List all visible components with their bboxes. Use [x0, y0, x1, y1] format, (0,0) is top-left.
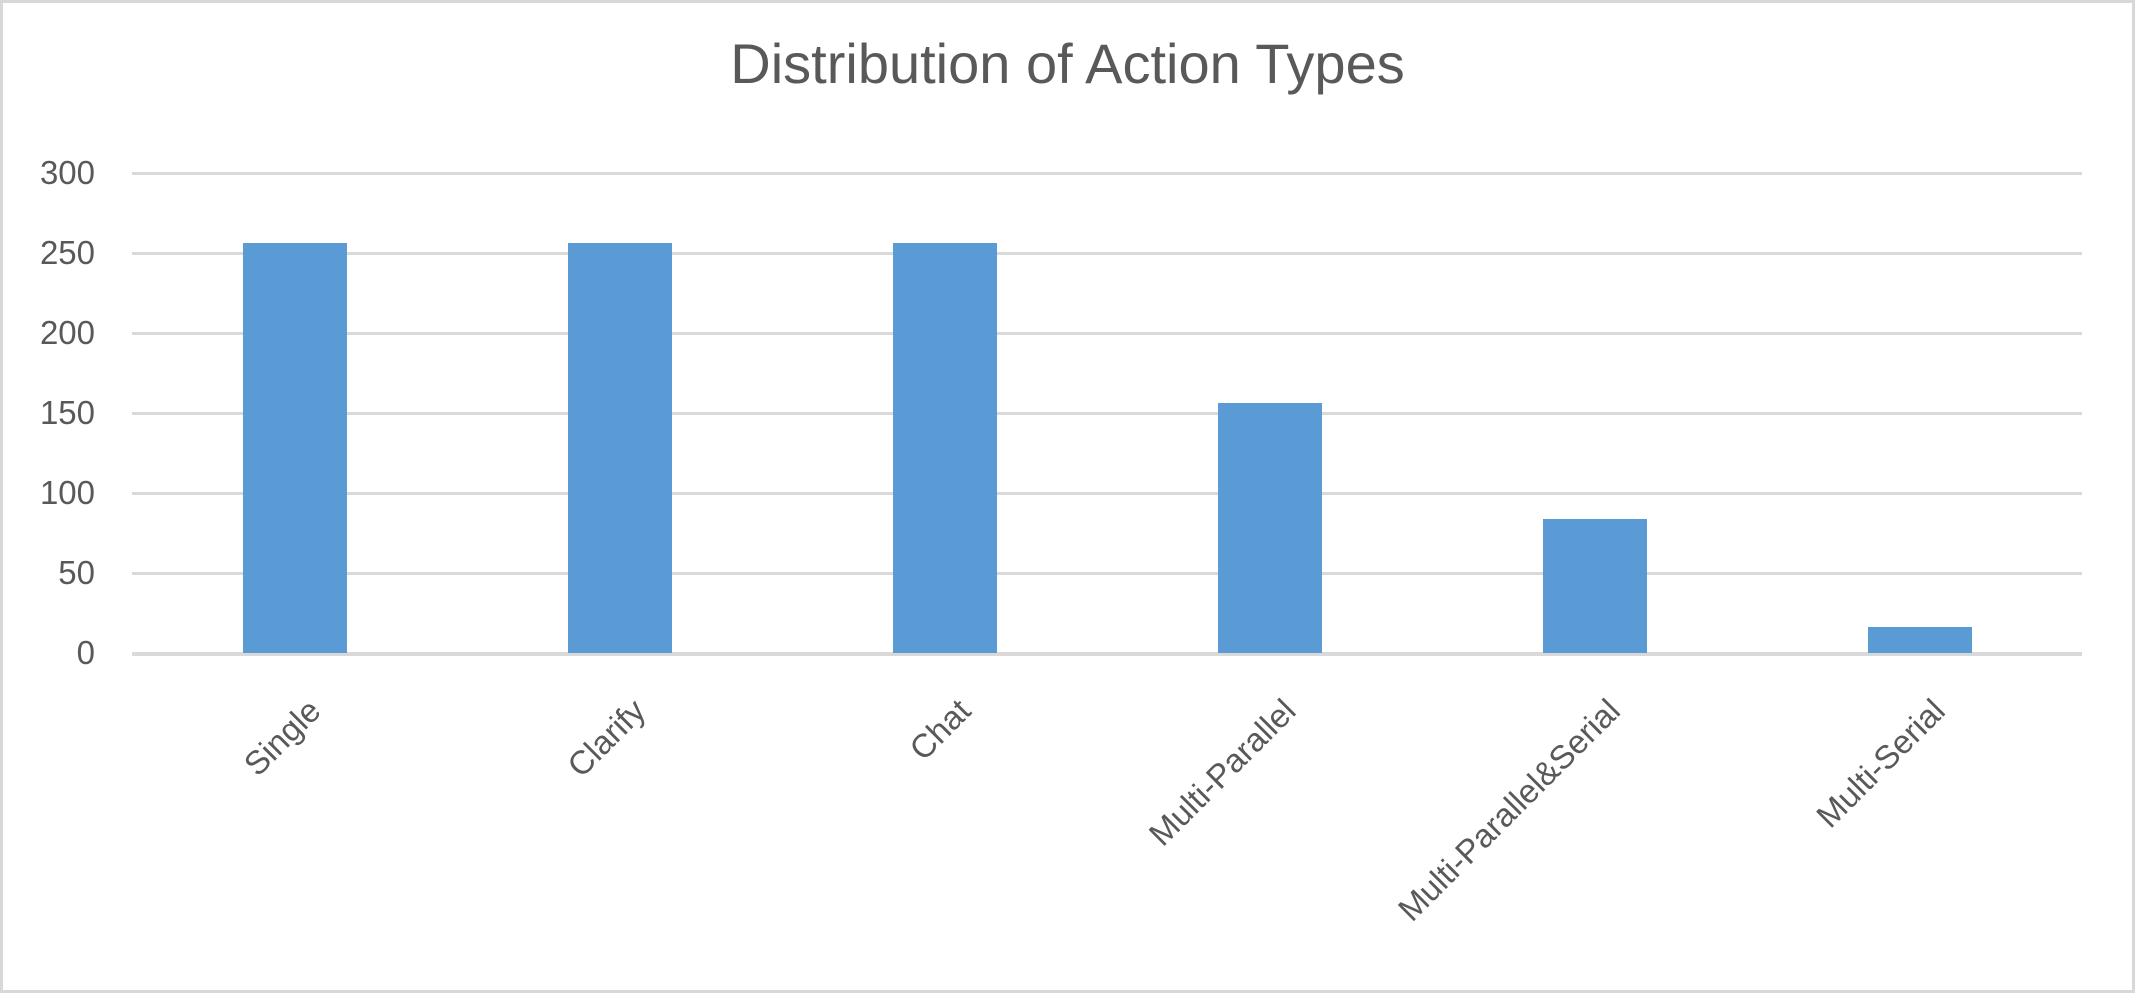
bar-single — [242, 243, 347, 653]
x-axis-label-multi-parallel-serial: Multi-Parallel&Serial — [1391, 691, 1628, 928]
y-axis-tick-100: 100 — [39, 474, 95, 511]
gridline-100 — [132, 492, 2082, 495]
bar-multi-serial — [1867, 627, 1972, 653]
y-axis-tick-0: 0 — [76, 634, 95, 671]
x-axis-label-single: Single — [236, 691, 328, 783]
gridline-150 — [132, 412, 2082, 415]
gridline-300 — [132, 172, 2082, 175]
y-axis-tick-50: 50 — [58, 554, 95, 591]
bar-clarify — [567, 243, 672, 653]
gridline-250 — [132, 252, 2082, 255]
bar-multi-parallel — [1217, 403, 1322, 653]
x-axis-label-chat: Chat — [901, 691, 978, 768]
y-axis-tick-200: 200 — [39, 314, 95, 351]
y-axis-tick-250: 250 — [39, 234, 95, 271]
chart-title: Distribution of Action Types — [730, 32, 1405, 95]
gridline-200 — [132, 332, 2082, 335]
bar-chat — [892, 243, 997, 653]
gridline-0 — [132, 652, 2082, 656]
x-axis-label-multi-parallel: Multi-Parallel — [1141, 691, 1303, 853]
bar-multi-parallel-serial — [1542, 518, 1647, 653]
x-axis-label-clarify: Clarify — [560, 691, 653, 784]
y-axis-tick-300: 300 — [39, 154, 95, 191]
gridline-50 — [132, 572, 2082, 575]
x-axis-label-multi-serial: Multi-Serial — [1809, 691, 1953, 835]
y-axis-tick-150: 150 — [39, 394, 95, 431]
